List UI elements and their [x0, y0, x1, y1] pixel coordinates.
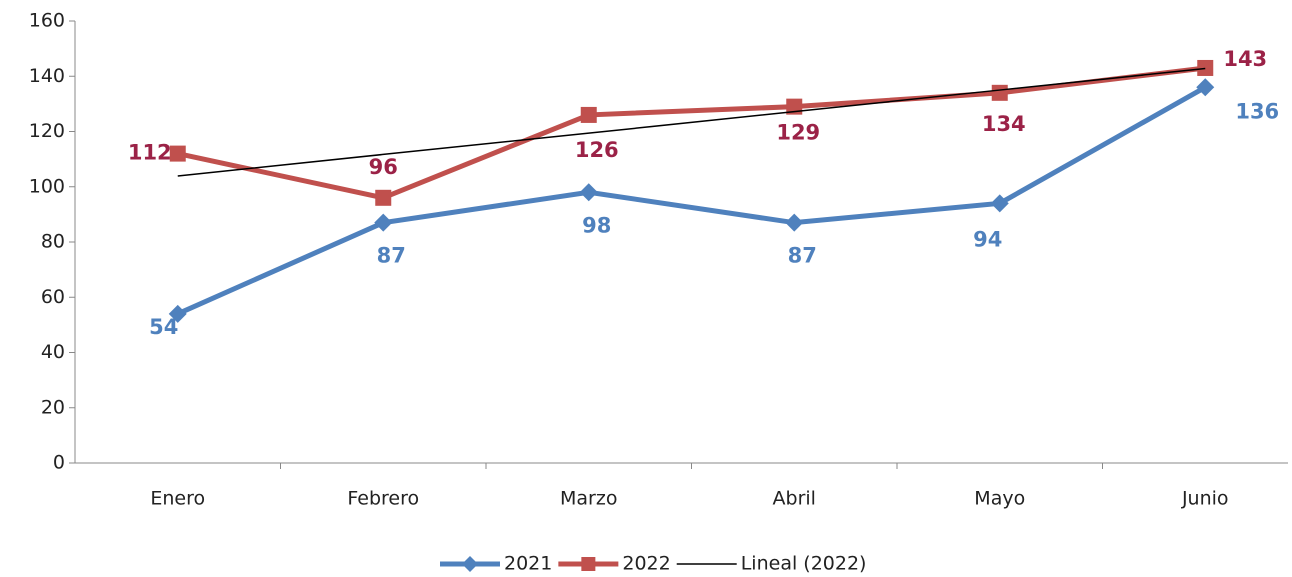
marker — [168, 304, 187, 323]
data-label: 136 — [1235, 99, 1279, 123]
marker — [375, 189, 392, 206]
series-line — [176, 85, 1207, 317]
y-tick-label: 40 — [41, 341, 65, 363]
x-tick-label: Febrero — [347, 488, 419, 510]
x-tick-label: Marzo — [560, 488, 617, 510]
marker — [991, 84, 1008, 101]
y-tick-label: 160 — [29, 10, 65, 32]
y-tick-label: 60 — [41, 286, 65, 308]
series-line — [177, 65, 1206, 201]
y-tick-label: 100 — [29, 175, 65, 197]
data-label: 87 — [788, 244, 817, 268]
x-tick-label: Enero — [150, 488, 205, 510]
series-line — [177, 67, 1206, 177]
y-tick-label: 120 — [29, 120, 65, 142]
marker — [169, 145, 186, 162]
data-label: 87 — [377, 244, 406, 268]
marker — [580, 106, 597, 123]
y-tick-label: 0 — [53, 452, 65, 474]
legend-label: 2021 — [504, 553, 552, 575]
data-label: 112 — [128, 141, 172, 165]
data-label: 143 — [1223, 47, 1267, 71]
marker — [374, 213, 393, 232]
legend-label: 2022 — [622, 553, 670, 575]
data-label: 96 — [369, 155, 398, 179]
data-label: 129 — [776, 121, 820, 145]
data-label: 94 — [973, 227, 1002, 251]
data-label: 54 — [149, 315, 178, 339]
marker — [990, 194, 1009, 213]
legend-label: Lineal (2022) — [741, 553, 867, 575]
legend-marker — [581, 557, 596, 571]
x-tick-label: Abril — [773, 488, 816, 510]
marker — [1196, 78, 1215, 97]
data-label: 134 — [982, 112, 1026, 136]
data-label: 126 — [575, 138, 619, 162]
x-tick-label: Mayo — [974, 488, 1025, 510]
y-tick-label: 140 — [29, 65, 65, 87]
data-label: 98 — [582, 213, 611, 237]
marker — [1197, 59, 1214, 76]
x-tick-label: Junio — [1181, 488, 1229, 510]
legend-marker — [462, 556, 478, 572]
marker — [785, 213, 804, 232]
y-tick-label: 20 — [41, 396, 65, 418]
y-tick-label: 80 — [41, 231, 65, 253]
marker — [579, 183, 598, 202]
